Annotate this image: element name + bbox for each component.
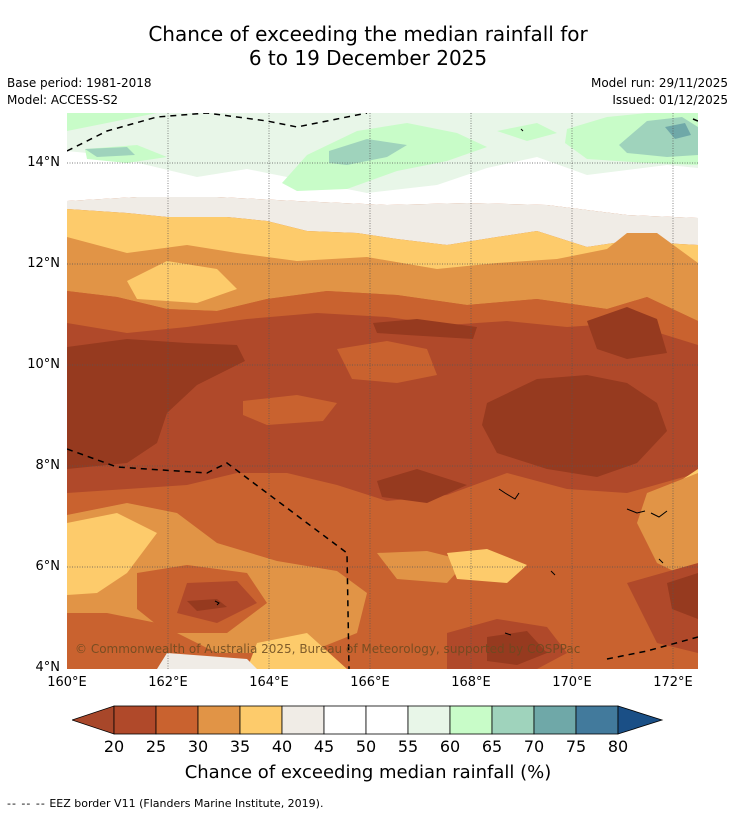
colorbar-75-80 — [575, 705, 619, 735]
colorbar-tick-75: 75 — [565, 737, 587, 756]
lon-label-160e: 160°E — [47, 675, 87, 690]
band-60-65-a — [67, 113, 157, 131]
issued-date: Issued: 01/12/2025 — [612, 93, 728, 107]
eez-legend-dashes: -- -- -- — [7, 797, 46, 810]
lon-label-164e: 164°E — [249, 675, 289, 690]
meta-left: Base period: 1981-2018 Model: ACCESS-S2 — [7, 75, 152, 109]
lat-label-10n: 10°N — [27, 357, 60, 372]
colorbar-20-25 — [113, 705, 157, 735]
colorbar-tick-50: 50 — [355, 737, 377, 756]
colorbar-tick-55: 55 — [397, 737, 419, 756]
colorbar-tick-20: 20 — [103, 737, 125, 756]
colorbar-tick-65: 65 — [481, 737, 503, 756]
band-30-35-center — [337, 341, 437, 383]
lat-label-4n: 4°N — [35, 660, 61, 675]
band-65-70-a — [85, 147, 135, 157]
band-below-20-ne — [587, 307, 667, 359]
band-30-35-e — [637, 473, 698, 583]
gridlines — [67, 113, 698, 669]
band-below-20-e3 — [667, 573, 698, 619]
colorbar-70-75 — [533, 705, 577, 735]
colorbar-tick-70: 70 — [523, 737, 545, 756]
colorbar-arrow-low — [72, 705, 115, 735]
title-line-1: Chance of exceeding the median rainfall … — [148, 22, 588, 46]
lat-label-12n: 12°N — [27, 256, 60, 271]
band-below-20-se — [487, 631, 547, 665]
band-70-75 — [665, 123, 691, 139]
colorbar — [72, 705, 664, 735]
colorbar-tick-40: 40 — [271, 737, 293, 756]
band-35-40-s — [67, 513, 157, 595]
colorbar-45-50 — [323, 705, 367, 735]
copyright: © Commonwealth of Australia 2025, Bureau… — [75, 642, 580, 656]
colorbar-arrow-high — [617, 705, 664, 735]
lon-label-166e: 166°E — [350, 675, 390, 690]
colorbar-40-45 — [281, 705, 325, 735]
rainfall-map: © Commonwealth of Australia 2025, Bureau… — [67, 113, 698, 669]
eez-legend-text: EEZ border V11 (Flanders Marine Institut… — [49, 797, 324, 810]
lon-label-162e: 162°E — [148, 675, 188, 690]
colorbar-tick-60: 60 — [439, 737, 461, 756]
colorbar-60-65 — [449, 705, 493, 735]
band-60-65-d — [497, 123, 557, 141]
band-35-40-b — [127, 261, 237, 303]
colorbar-30-35 — [197, 705, 241, 735]
model-name: Model: ACCESS-S2 — [7, 93, 119, 107]
colorbar-tick-80: 80 — [607, 737, 629, 756]
colorbar-tick-25: 25 — [145, 737, 167, 756]
eez-borders — [67, 113, 698, 669]
lat-label-6n: 6°N — [35, 559, 61, 574]
lon-label-172e: 172°E — [653, 675, 693, 690]
band-40-45 — [67, 197, 698, 247]
base-period: Base period: 1981-2018 — [7, 76, 152, 90]
title-line-2: 6 to 19 December 2025 — [248, 46, 488, 70]
islands — [214, 128, 668, 636]
colorbar-title: Chance of exceeding median rainfall (%) — [184, 762, 552, 783]
lon-label-168e: 168°E — [451, 675, 491, 690]
meta-right: Model run: 29/11/2025 Issued: 01/12/2025 — [591, 75, 728, 109]
band-30-35-c2 — [243, 395, 337, 425]
lat-label-8n: 8°N — [35, 458, 61, 473]
band-35-40-s2 — [247, 633, 347, 669]
lon-label-170e: 170°E — [552, 675, 592, 690]
model-run: Model run: 29/11/2025 — [590, 76, 728, 90]
band-below-20-c — [377, 469, 467, 503]
band-65-70-b — [329, 139, 407, 165]
band-30-35 — [67, 233, 698, 321]
footer-note: -- -- -- EEZ border V11 (Flanders Marine… — [7, 797, 323, 810]
map-title: Chance of exceeding the median rainfall … — [0, 22, 736, 70]
band-40-45-s — [157, 653, 257, 669]
colorbar-50-55 — [365, 705, 409, 735]
colorbar-tick-35: 35 — [229, 737, 251, 756]
band-35-40-c — [447, 549, 527, 583]
colorbar-65-70 — [491, 705, 535, 735]
band-below-20-n — [373, 319, 477, 339]
lat-label-14n: 14°N — [27, 155, 60, 170]
colorbar-55-60 — [407, 705, 451, 735]
colorbar-35-40 — [239, 705, 283, 735]
colorbar-25-30 — [155, 705, 199, 735]
colorbar-tick-30: 30 — [187, 737, 209, 756]
band-below-20-w — [67, 339, 245, 469]
band-below-20-e — [482, 375, 667, 477]
colorbar-tick-45: 45 — [313, 737, 335, 756]
